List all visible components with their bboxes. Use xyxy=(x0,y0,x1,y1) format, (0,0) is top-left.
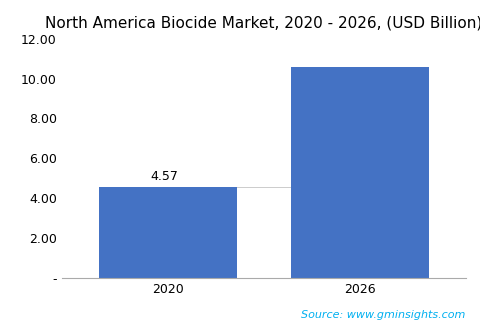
Bar xyxy=(291,67,429,278)
Text: Source: www.gminsights.com: Source: www.gminsights.com xyxy=(301,310,466,320)
Bar xyxy=(99,187,237,278)
Title: North America Biocide Market, 2020 - 2026, (USD Billion): North America Biocide Market, 2020 - 202… xyxy=(46,16,480,31)
Text: 4.57: 4.57 xyxy=(150,170,178,183)
